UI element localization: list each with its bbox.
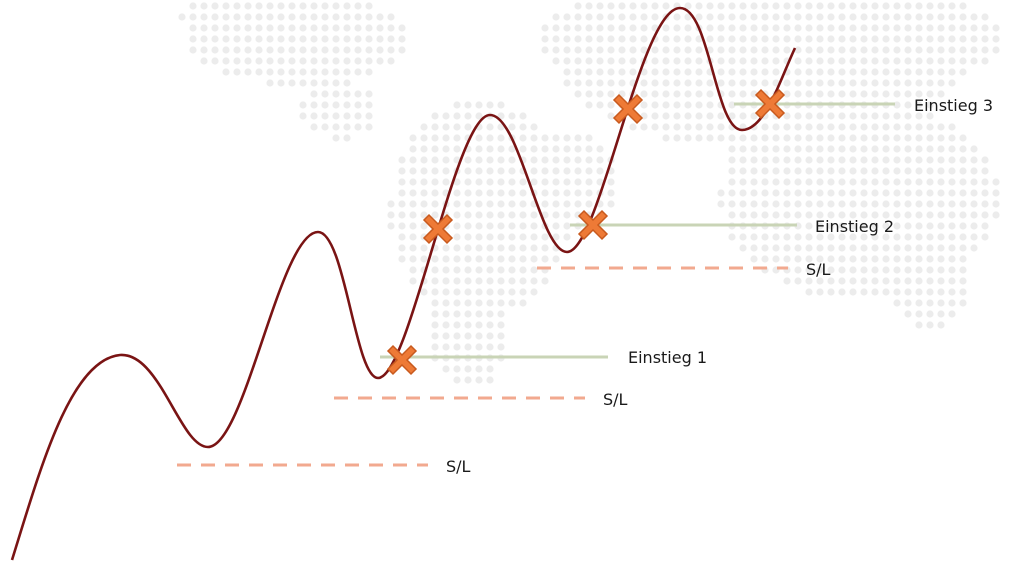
price-curve [10,6,797,561]
cross-marker-icon [386,344,418,376]
entry-markers [386,88,786,376]
world-map-background [178,2,1000,384]
cross-marker-icon [422,213,454,245]
entry-label-3: Einstieg 3 [914,96,993,115]
cross-marker-icon [612,93,644,125]
stop-loss-label-2: S/L [603,390,628,409]
entry-label-1: Einstieg 1 [628,348,707,367]
entry-label-2: Einstieg 2 [815,217,894,236]
stop-loss-label-3: S/L [806,260,831,279]
stop-loss-label-1: S/L [446,457,471,476]
cross-marker-icon [577,209,609,241]
cross-marker-icon [754,88,786,120]
